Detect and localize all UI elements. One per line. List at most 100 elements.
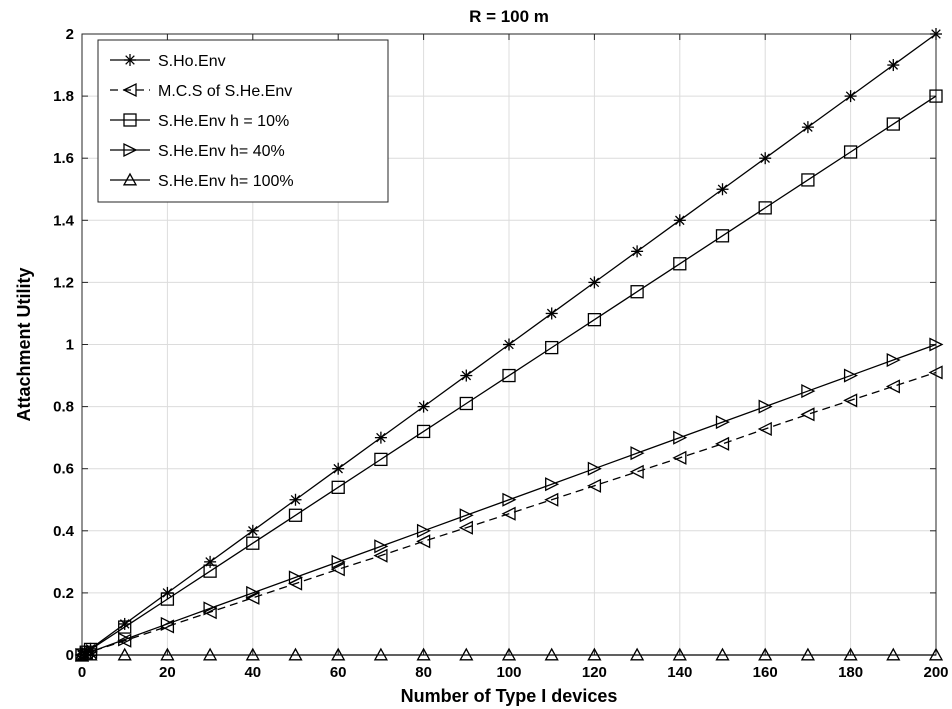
marker-triangle-right xyxy=(123,142,138,158)
marker-triangle-left xyxy=(928,365,943,380)
marker-triangle-left xyxy=(843,393,858,408)
marker-square xyxy=(123,113,137,127)
marker-triangle-left xyxy=(757,421,772,437)
marker-triangle-right xyxy=(118,632,133,647)
legend-label: S.He.Env h= 40% xyxy=(158,143,285,160)
marker-triangle-left xyxy=(800,407,815,422)
marker-triangle-up xyxy=(288,647,303,661)
marker-stroke xyxy=(290,494,301,505)
marker-square xyxy=(502,368,516,383)
marker-triangle-up xyxy=(715,647,730,661)
marker-triangle-left xyxy=(245,590,260,605)
series-line xyxy=(81,343,937,656)
ticks: 0 20 40 60 80 100 120 140 160 180 200 0 0.2 0.4 0.6 0.8… xyxy=(53,26,948,681)
series-line xyxy=(81,371,937,656)
marker-square xyxy=(545,340,559,355)
y-axis-label: Attachment Utility xyxy=(14,267,34,421)
marker-asterisk xyxy=(545,307,558,320)
marker-triangle-up xyxy=(122,172,138,186)
marker-triangle-right xyxy=(801,384,816,399)
marker-triangle-right xyxy=(715,415,730,430)
marker-asterisk xyxy=(374,431,387,444)
legend-item: S.He.Env h= 100% xyxy=(110,172,294,190)
marker-square xyxy=(118,620,132,634)
y-tick-label: 1.4 xyxy=(53,212,75,229)
marker-asterisk xyxy=(460,369,473,382)
marker-stroke xyxy=(125,55,135,65)
marker-square xyxy=(801,173,815,187)
marker-stroke xyxy=(760,153,770,163)
marker-asterisk xyxy=(246,524,259,537)
marker-square xyxy=(459,396,473,411)
marker-triangle-left xyxy=(885,379,900,394)
marker-square xyxy=(160,592,175,606)
marker-square xyxy=(715,229,730,243)
marker-triangle-up xyxy=(544,647,559,661)
marker-triangle-left xyxy=(117,633,132,648)
marker-square xyxy=(929,89,943,103)
marker-asterisk xyxy=(417,400,430,413)
legend-item: S.He.Env h= 40% xyxy=(110,142,285,160)
marker-triangle-right xyxy=(502,492,517,507)
x-tick-label: 20 xyxy=(159,664,176,681)
marker-triangle-up xyxy=(245,647,260,661)
series-line xyxy=(81,95,937,656)
marker-triangle-left xyxy=(715,436,730,451)
marker-triangle-up xyxy=(800,647,816,661)
marker-triangle-up xyxy=(373,647,389,661)
marker-triangle-left xyxy=(544,492,559,507)
legend-item: S.He.Env h = 10% xyxy=(110,113,289,130)
marker-stroke xyxy=(546,308,557,319)
x-tick-label: 100 xyxy=(496,664,521,681)
marker-asterisk xyxy=(631,245,644,258)
marker-triangle-up xyxy=(202,647,218,661)
marker-square xyxy=(758,201,772,215)
marker-square xyxy=(886,117,900,131)
y-tick-label: 0.2 xyxy=(53,585,74,602)
marker-stroke xyxy=(675,215,685,226)
marker-triangle-up xyxy=(928,647,944,661)
marker-stroke xyxy=(418,401,429,412)
marker-triangle-left xyxy=(416,534,431,549)
marker-triangle-left xyxy=(373,548,388,563)
x-tick-label: 200 xyxy=(923,664,948,681)
y-tick-label: 0.6 xyxy=(53,461,74,478)
marker-stroke xyxy=(888,60,899,70)
marker-triangle-left xyxy=(501,506,516,521)
marker-stroke xyxy=(333,463,343,474)
marker-square xyxy=(673,257,687,271)
marker-stroke xyxy=(717,184,728,195)
marker-triangle-right xyxy=(630,446,645,461)
marker-triangle-right xyxy=(843,368,859,383)
marker-triangle-right xyxy=(416,523,432,538)
marker-asterisk xyxy=(673,214,686,227)
marker-triangle-right xyxy=(673,430,688,445)
marker-asterisk xyxy=(289,493,302,506)
marker-triangle-left xyxy=(458,520,473,535)
y-tick-label: 2 xyxy=(66,26,74,43)
legend-item: M.C.S of S.He.Env xyxy=(110,82,292,100)
marker-square xyxy=(416,424,431,439)
y-tick-label: 0 xyxy=(66,647,74,664)
marker-triangle-up xyxy=(117,647,132,661)
marker-triangle-up xyxy=(416,647,431,661)
marker-triangle-left xyxy=(672,450,687,465)
marker-square xyxy=(331,480,345,494)
marker-asterisk xyxy=(930,28,942,40)
marker-asterisk xyxy=(801,121,814,134)
marker-triangle-left xyxy=(122,82,137,98)
marker-asterisk xyxy=(759,152,772,165)
marker-asterisk xyxy=(204,555,217,568)
marker-triangle-right xyxy=(374,539,389,554)
y-tick-label: 1.6 xyxy=(53,150,74,167)
marker-asterisk xyxy=(332,462,345,475)
legend-label: S.He.Env h= 100% xyxy=(158,173,294,190)
marker-triangle-up xyxy=(83,647,98,661)
marker-triangle-up xyxy=(843,647,858,661)
marker-stroke xyxy=(931,29,941,39)
series-4 xyxy=(74,647,944,661)
marker-triangle-up xyxy=(629,647,645,661)
marker-stroke xyxy=(803,122,813,132)
x-tick-label: 0 xyxy=(78,664,86,681)
x-tick-label: 140 xyxy=(667,664,692,681)
